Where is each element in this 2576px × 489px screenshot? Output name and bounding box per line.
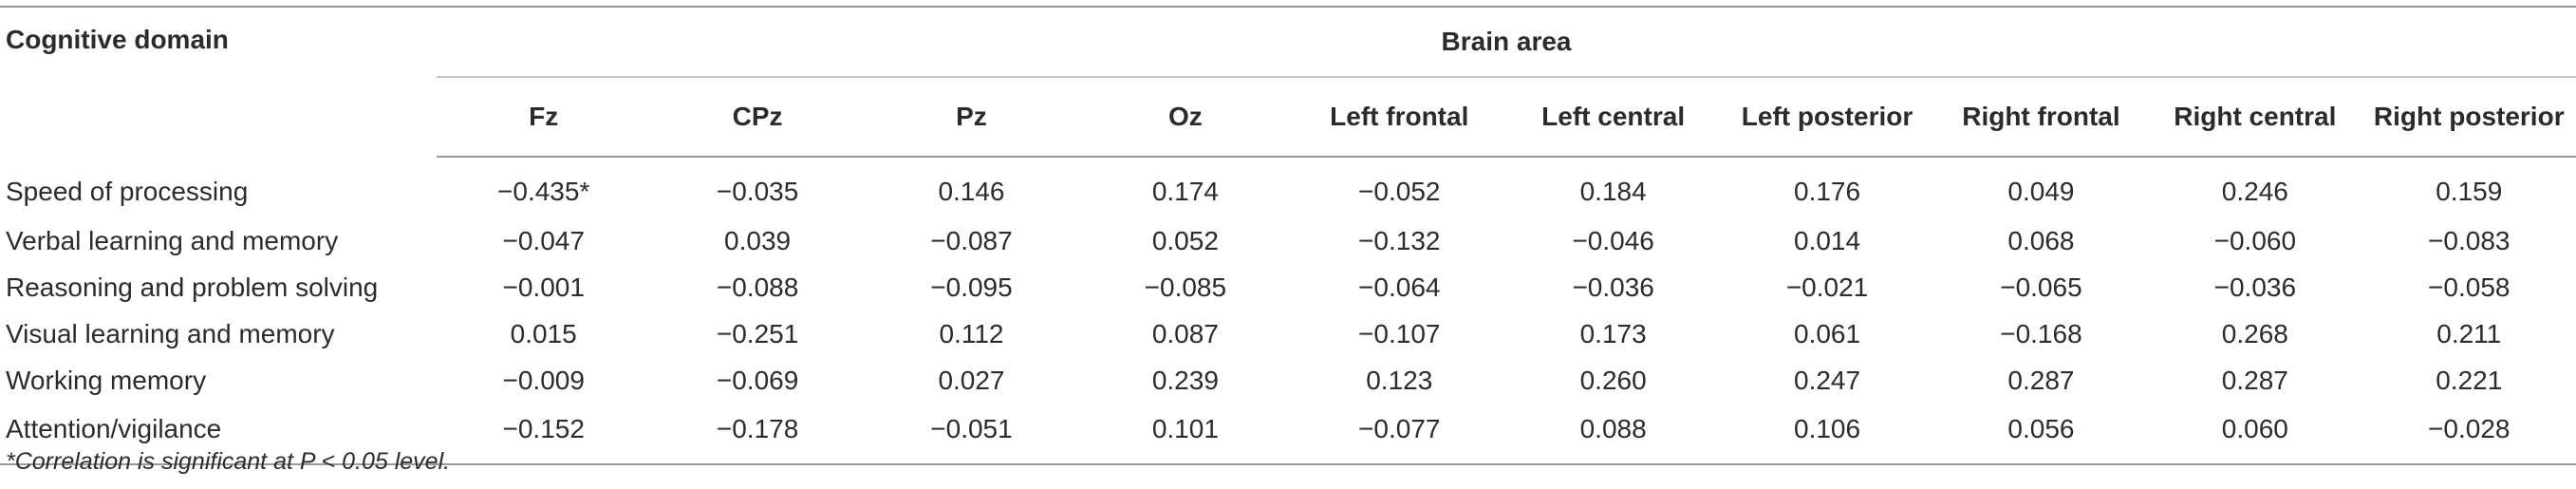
correlation-cell: 0.014 <box>1794 225 1861 255</box>
correlation-cell: −0.036 <box>1572 272 1654 302</box>
table-row: Visual learning and memory 0.015 −0.251 0.1… <box>0 310 2576 357</box>
correlation-cell: 0.184 <box>1579 177 1647 206</box>
correlation-cell: −0.051 <box>864 404 1079 465</box>
correlation-cell: 0.068 <box>2007 225 2075 255</box>
row-domain-label: Verbal learning and memory <box>6 225 339 255</box>
correlation-cell: −0.077 <box>1292 404 1506 465</box>
correlation-cell: 0.173 <box>1579 318 1647 348</box>
correlation-cell: −0.168 <box>2000 318 2082 348</box>
correlation-cell: 0.027 <box>938 365 1005 395</box>
correlation-cell: 0.268 <box>2221 318 2288 348</box>
correlation-cell: −0.088 <box>716 272 799 302</box>
column-header: Right central <box>2148 77 2362 158</box>
correlation-cell: 0.146 <box>938 177 1005 206</box>
correlation-cell: −0.085 <box>1144 272 1227 302</box>
column-header: Left frontal <box>1292 77 1506 158</box>
column-header: Oz <box>1078 77 1293 158</box>
correlation-cell: −0.028 <box>2361 404 2576 465</box>
correlation-cell: −0.178 <box>650 404 865 465</box>
header-row-columns: Fz CPz Pz Oz Left frontal Left central L… <box>0 77 2576 158</box>
correlation-cell: −0.036 <box>2213 272 2297 302</box>
correlation-cell: −0.052 <box>1358 177 1441 206</box>
column-header: Pz <box>864 77 1079 158</box>
correlation-cell: −0.107 <box>1358 318 1441 348</box>
brain-area-group-header: Brain area <box>437 6 2576 78</box>
correlation-cell: 0.211 <box>2436 318 2502 348</box>
correlation-cell: −0.083 <box>2428 225 2511 255</box>
column-header: Fz <box>437 77 651 158</box>
correlation-cell: 0.221 <box>2436 365 2503 395</box>
correlation-cell: 0.112 <box>939 318 1004 348</box>
column-header: Left central <box>1505 77 1721 158</box>
correlation-cell: −0.047 <box>502 225 585 255</box>
correlation-cell: 0.060 <box>2148 404 2362 465</box>
correlation-cell: −0.435* <box>497 177 590 206</box>
correlation-cell: −0.060 <box>2213 225 2297 255</box>
table-row: Working memory −0.009 −0.069 0.027 0.239 0.12… <box>0 357 2576 404</box>
correlation-table: Cognitive domain Brain area Fz CPz Pz Oz… <box>0 6 2576 465</box>
correlation-cell: −0.095 <box>930 272 1013 302</box>
column-header: Right frontal <box>1933 77 2149 158</box>
correlation-cell: −0.065 <box>2000 272 2082 302</box>
table-body: Speed of processing −0.435* −0.035 0.146 0.1… <box>0 157 2576 465</box>
correlation-cell: 0.260 <box>1579 365 1647 395</box>
correlation-cell: 0.056 <box>1933 404 2149 465</box>
correlation-cell: 0.039 <box>724 225 792 255</box>
correlation-cell: −0.009 <box>502 365 585 395</box>
correlation-cell: 0.247 <box>1794 365 1861 395</box>
row-domain-label: Speed of processing <box>6 176 249 206</box>
correlation-cell: −0.087 <box>930 225 1013 255</box>
correlation-cell: −0.152 <box>437 404 651 465</box>
correlation-cell: 0.123 <box>1366 365 1433 395</box>
correlation-cell: −0.021 <box>1785 272 1869 302</box>
correlation-cell: −0.251 <box>716 318 799 348</box>
column-header: CPz <box>650 77 865 158</box>
table-row: Speed of processing −0.435* −0.035 0.146 0.1… <box>0 157 2576 217</box>
correlation-cell: 0.239 <box>1151 365 1219 395</box>
correlation-cell: 0.015 <box>510 318 577 348</box>
column-header: Left posterior <box>1720 77 1934 158</box>
correlation-cell: 0.101 <box>1078 404 1293 465</box>
correlation-cell: −0.058 <box>2428 272 2511 302</box>
correlation-cell: −0.069 <box>716 365 799 395</box>
column-header: Right posterior <box>2361 77 2576 158</box>
table-footnote: *Correlation is significant at P < 0.05 … <box>6 448 451 475</box>
row-domain-label: Working memory <box>6 365 207 395</box>
header-row-group: Cognitive domain Brain area <box>0 6 2576 157</box>
correlation-cell: 0.049 <box>2007 177 2075 206</box>
correlation-cell: 0.088 <box>1505 404 1721 465</box>
row-domain-label: Visual learning and memory <box>6 318 335 348</box>
row-domain-label: Reasoning and problem solving <box>6 272 379 302</box>
correlation-cell: 0.052 <box>1151 225 1219 255</box>
correlation-cell: 0.087 <box>1151 318 1219 348</box>
correlation-cell: 0.287 <box>2007 365 2075 395</box>
domain-column-header: Cognitive domain <box>0 6 437 157</box>
correlation-cell: 0.246 <box>2221 177 2288 206</box>
correlation-cell: −0.046 <box>1572 225 1654 255</box>
correlation-table-container: Cognitive domain Brain area Fz CPz Pz Oz… <box>0 6 2576 465</box>
table-row: Attention/vigilance −0.152 −0.178 −0.051 0.1… <box>0 404 2576 465</box>
correlation-cell: 0.061 <box>1794 318 1861 348</box>
correlation-cell: 0.106 <box>1720 404 1934 465</box>
table-row: Verbal learning and memory −0.047 0.039 −0.… <box>0 217 2576 264</box>
correlation-cell: 0.287 <box>2221 365 2288 395</box>
correlation-cell: 0.159 <box>2436 177 2503 206</box>
correlation-cell: 0.176 <box>1794 177 1861 206</box>
correlation-cell: −0.035 <box>716 177 799 206</box>
correlation-cell: −0.132 <box>1358 225 1441 255</box>
correlation-cell: −0.001 <box>502 272 585 302</box>
correlation-cell: −0.064 <box>1358 272 1441 302</box>
row-domain-label: Attention/vigilance <box>0 404 437 465</box>
table-row: Reasoning and problem solving −0.001 −0.08… <box>0 264 2576 310</box>
correlation-cell: 0.174 <box>1151 177 1219 206</box>
